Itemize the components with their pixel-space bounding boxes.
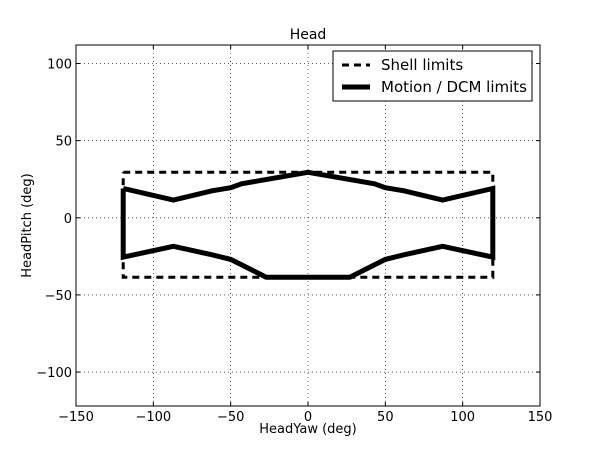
- legend-label: Motion / DCM limits: [381, 78, 527, 96]
- x-tick-label: 150: [528, 410, 553, 425]
- legend-label: Shell limits: [381, 56, 463, 74]
- y-tick-label: −100: [36, 366, 72, 381]
- y-tick-label: 0: [64, 212, 72, 227]
- x-tick-label: 0: [304, 410, 312, 425]
- chart-title: Head: [290, 27, 327, 43]
- x-tick-label: 100: [450, 410, 475, 425]
- series-layer: [120, 169, 496, 280]
- y-axis-label: HeadPitch (deg): [20, 173, 35, 277]
- ticks: −150 −100 −50 0 50 100 150 −100 −50 0 50 100: [36, 45, 552, 425]
- y-tick-label: 100: [47, 58, 72, 73]
- motion-dcm-limits-line: [120, 169, 496, 280]
- x-tick-label: −100: [135, 410, 171, 425]
- x-tick-label: −150: [58, 410, 94, 425]
- legend: Shell limits Motion / DCM limits: [332, 50, 533, 102]
- x-axis-label: HeadYaw (deg): [259, 422, 357, 437]
- x-tick-label: 50: [377, 410, 394, 425]
- grid: [76, 45, 540, 406]
- legend-box: [332, 50, 533, 102]
- y-tick-label: −50: [45, 289, 72, 304]
- x-tick-label: −50: [217, 410, 244, 425]
- y-tick-label: 50: [55, 135, 72, 150]
